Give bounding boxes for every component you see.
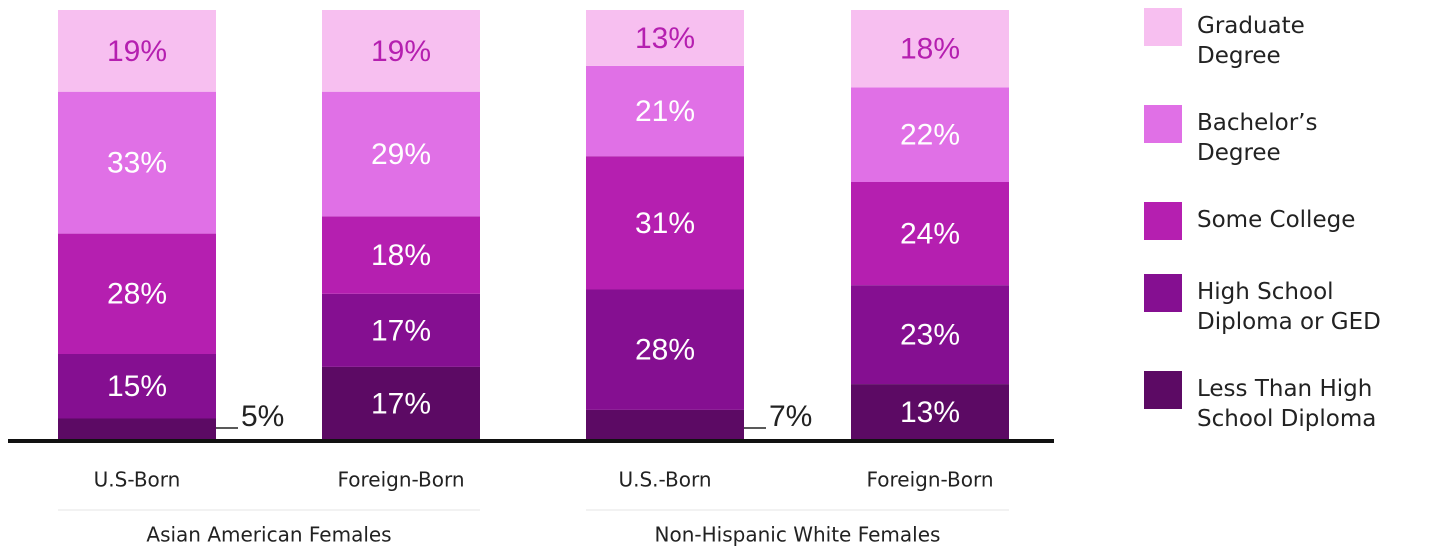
group-label: Asian American Females <box>146 523 391 547</box>
x-tick-label: U.S.-Born <box>618 468 711 492</box>
value-label: 24% <box>900 218 960 251</box>
legend-item: Graduate Degree <box>1144 8 1434 71</box>
bar-segment <box>851 87 1009 182</box>
bar-segment <box>322 91 480 217</box>
x-tick-label: U.S-Born <box>94 468 181 492</box>
bar-segment <box>586 156 744 290</box>
value-label: 28% <box>635 334 695 367</box>
bar-segment <box>851 182 1009 286</box>
bar-segment <box>58 91 216 234</box>
legend-swatch <box>1144 371 1182 409</box>
value-label: 5% <box>241 400 284 433</box>
bar-segment <box>322 10 480 92</box>
value-label: 17% <box>371 387 431 420</box>
bar-segment <box>322 216 480 294</box>
bar-segment <box>851 384 1009 440</box>
legend-label: Less Than High School Diploma <box>1197 376 1377 432</box>
chart: 5% 15% 28% 33% 19% U.S-Born 17% 17% 18% 29% 19% For… <box>8 10 1054 547</box>
value-label: 13% <box>900 396 960 429</box>
value-label: 18% <box>900 33 960 66</box>
value-label: 31% <box>635 207 695 240</box>
bar-segment <box>322 366 480 440</box>
value-label: 28% <box>107 278 167 311</box>
value-label: 19% <box>371 35 431 68</box>
bar-segment <box>586 289 744 410</box>
value-label: 17% <box>371 314 431 347</box>
legend-label: High School Diploma or GED <box>1197 279 1381 335</box>
legend-item: Some College <box>1144 202 1434 240</box>
value-label: 19% <box>107 35 167 68</box>
x-tick-label: Foreign-Born <box>866 468 993 492</box>
bar-segment <box>851 285 1009 385</box>
bar-segment <box>322 293 480 367</box>
legend: Graduate Degree Bachelor’s Degree Some Col… <box>1144 8 1434 468</box>
legend-swatch <box>1144 274 1182 312</box>
value-label: 21% <box>635 95 695 128</box>
value-label: 18% <box>371 239 431 272</box>
group-label: Non-Hispanic White Females <box>655 523 941 547</box>
value-label: 23% <box>900 319 960 352</box>
legend-swatch <box>1144 202 1182 240</box>
value-label: 13% <box>635 22 695 55</box>
value-label: 7% <box>769 400 812 433</box>
legend-item: High School Diploma or GED <box>1144 274 1434 337</box>
legend-label: Some College <box>1197 207 1356 233</box>
bar-segment <box>58 10 216 92</box>
legend-label: Bachelor’s Degree <box>1197 110 1318 166</box>
bar-segment <box>58 354 216 419</box>
bar-segment <box>58 233 216 354</box>
legend-item: Bachelor’s Degree <box>1144 105 1434 168</box>
value-label: 22% <box>900 119 960 152</box>
x-tick-label: Foreign-Born <box>337 468 464 492</box>
legend-label: Graduate Degree <box>1197 13 1305 69</box>
bar-segment <box>586 10 744 66</box>
bar-segment <box>851 10 1009 88</box>
legend-item: Less Than High School Diploma <box>1144 371 1434 434</box>
bar-segment <box>586 409 744 440</box>
legend-swatch <box>1144 105 1182 143</box>
legend-swatch <box>1144 8 1182 46</box>
value-label: 15% <box>107 370 167 403</box>
value-label: 33% <box>107 147 167 180</box>
bar-segment <box>58 418 216 440</box>
bar-segment <box>586 65 744 157</box>
value-label: 29% <box>371 138 431 171</box>
